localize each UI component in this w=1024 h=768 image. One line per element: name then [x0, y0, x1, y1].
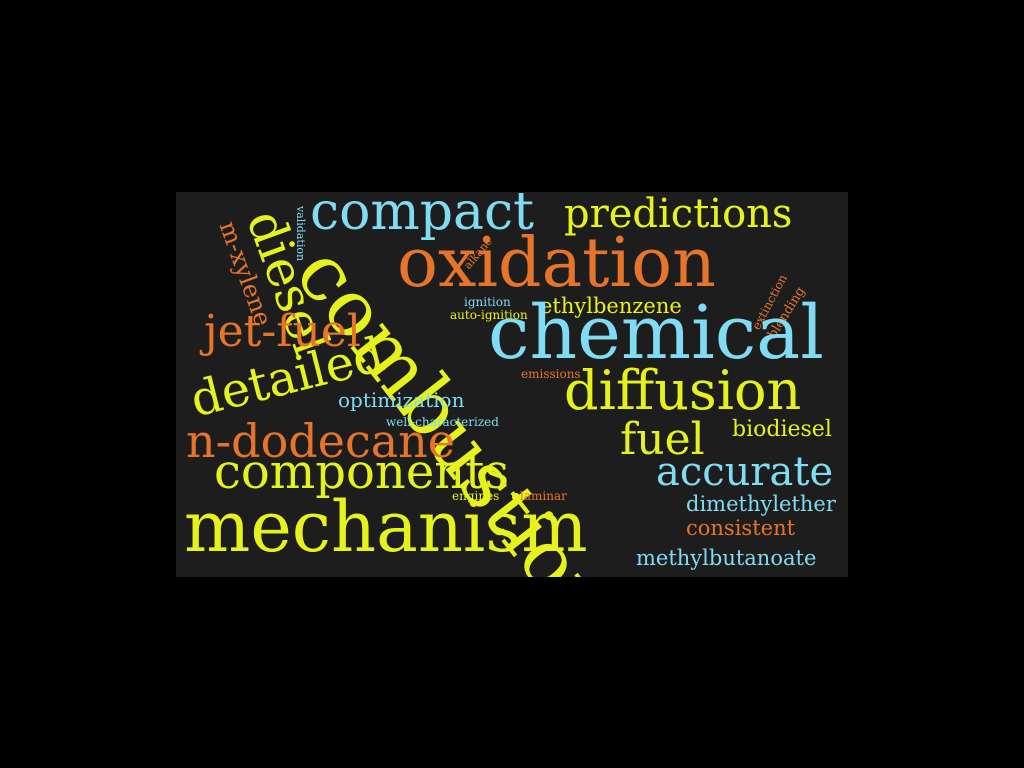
word-ignition: ignition	[464, 295, 511, 309]
word-diffusion: diffusion	[564, 359, 802, 422]
word-dimethylether: dimethylether	[686, 492, 836, 516]
word-oxidation: oxidation	[397, 224, 716, 303]
word-chemical: chemical	[488, 290, 824, 376]
word-cloud: compact predictions diesel m-xylene vali…	[176, 192, 848, 577]
word-accurate: accurate	[656, 449, 834, 495]
word-n-dodecane: n-dodecane	[186, 414, 456, 468]
word-optimization: optimization	[338, 388, 465, 412]
word-ethylbenzene: ethylbenzene	[540, 294, 682, 318]
word-methylbutanoate: methylbutanoate	[636, 546, 817, 570]
word-fuel: fuel	[620, 414, 705, 465]
word-biodiesel: biodiesel	[732, 417, 832, 442]
word-engines: engines	[452, 489, 500, 503]
word-compact: compact	[310, 192, 535, 242]
word-auto-ignition: auto-ignition	[450, 308, 528, 322]
word-consistent: consistent	[686, 516, 796, 540]
word-emissions: emissions	[521, 367, 581, 381]
word-components: components	[214, 444, 510, 500]
word-validation: validation	[294, 206, 307, 262]
word-laminar: laminar	[520, 489, 567, 503]
word-mechanism: mechanism	[184, 486, 588, 568]
word-jet-fuel: jet-fuel	[204, 306, 361, 357]
bullet-dot	[512, 493, 520, 501]
word-well-characterized: well-characterized	[386, 415, 499, 429]
word-predictions: predictions	[564, 192, 793, 237]
